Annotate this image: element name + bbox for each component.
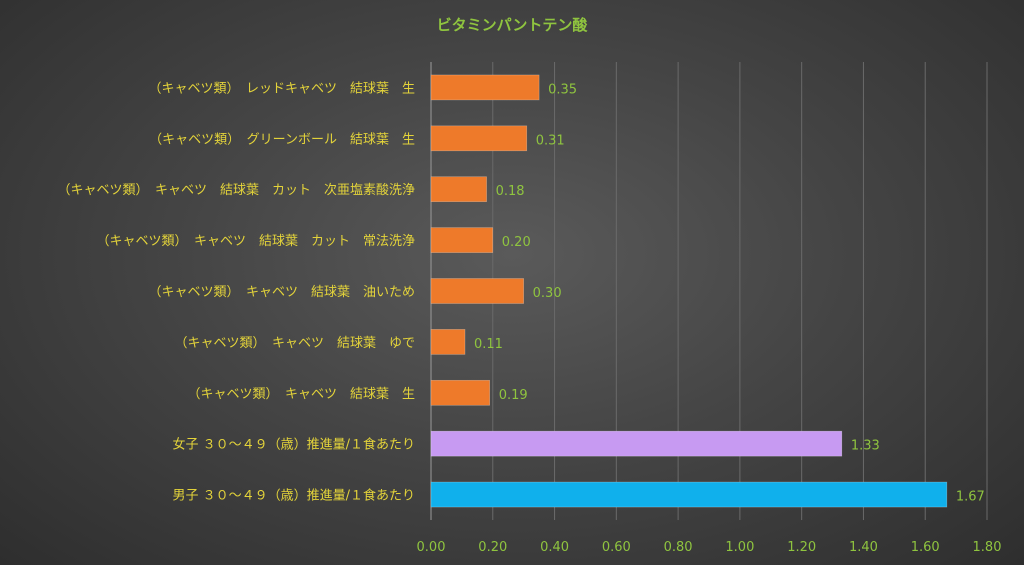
bar — [430, 278, 524, 304]
x-tick-label: 1.80 — [973, 540, 1002, 555]
bar — [430, 227, 494, 253]
bar — [430, 430, 843, 457]
bar — [430, 176, 487, 203]
category-label: （キャベツ類） キャベツ 結球葉 カット 常法洗浄 — [96, 234, 415, 249]
x-tick-label: 0.00 — [417, 540, 446, 555]
x-tick-label: 0.80 — [664, 540, 693, 555]
chart-title: ビタミンパントテン酸 — [436, 16, 588, 34]
category-label: 女子 ３０～４９（歳）推進量/１食あたり — [172, 437, 415, 453]
category-label: （キャベツ類） キャベツ 結球葉 ゆで — [174, 336, 415, 351]
bar — [430, 125, 528, 152]
x-tick-label: 0.20 — [478, 540, 507, 555]
category-label: （キャベツ類） キャベツ 結球葉 油いため — [148, 285, 415, 300]
bar — [430, 329, 466, 355]
bar — [430, 481, 948, 508]
x-tick-label: 1.40 — [849, 540, 878, 555]
bar — [430, 379, 490, 406]
x-tick-label: 1.20 — [787, 540, 816, 555]
x-tick-label: 0.40 — [540, 540, 569, 555]
data-label: 0.11 — [474, 337, 503, 352]
category-label: （キャベツ類） キャベツ 結球葉 カット 次亜塩素酸洗浄 — [57, 182, 415, 198]
data-label: 0.35 — [548, 82, 577, 97]
category-label: （キャベツ類） グリーンボール 結球葉 生 — [149, 132, 415, 147]
category-label: 男子 ３０～４９（歳）推進量/１食あたり — [172, 488, 415, 504]
data-label: 0.31 — [536, 133, 565, 148]
x-tick-label: 1.00 — [725, 540, 754, 555]
data-label: 0.20 — [502, 235, 531, 250]
data-label: 0.19 — [499, 388, 528, 403]
bar — [430, 74, 540, 101]
data-label: 0.30 — [533, 286, 562, 301]
category-label: （キャベツ類） レッドキャベツ 結球葉 生 — [148, 81, 415, 96]
data-label: 0.18 — [496, 184, 525, 199]
category-label: （キャベツ類） キャベツ 結球葉 生 — [187, 387, 415, 402]
x-tick-label: 1.60 — [911, 540, 940, 555]
data-label: 1.67 — [956, 490, 985, 505]
data-label: 1.33 — [851, 439, 880, 454]
x-tick-label: 0.60 — [602, 540, 631, 555]
